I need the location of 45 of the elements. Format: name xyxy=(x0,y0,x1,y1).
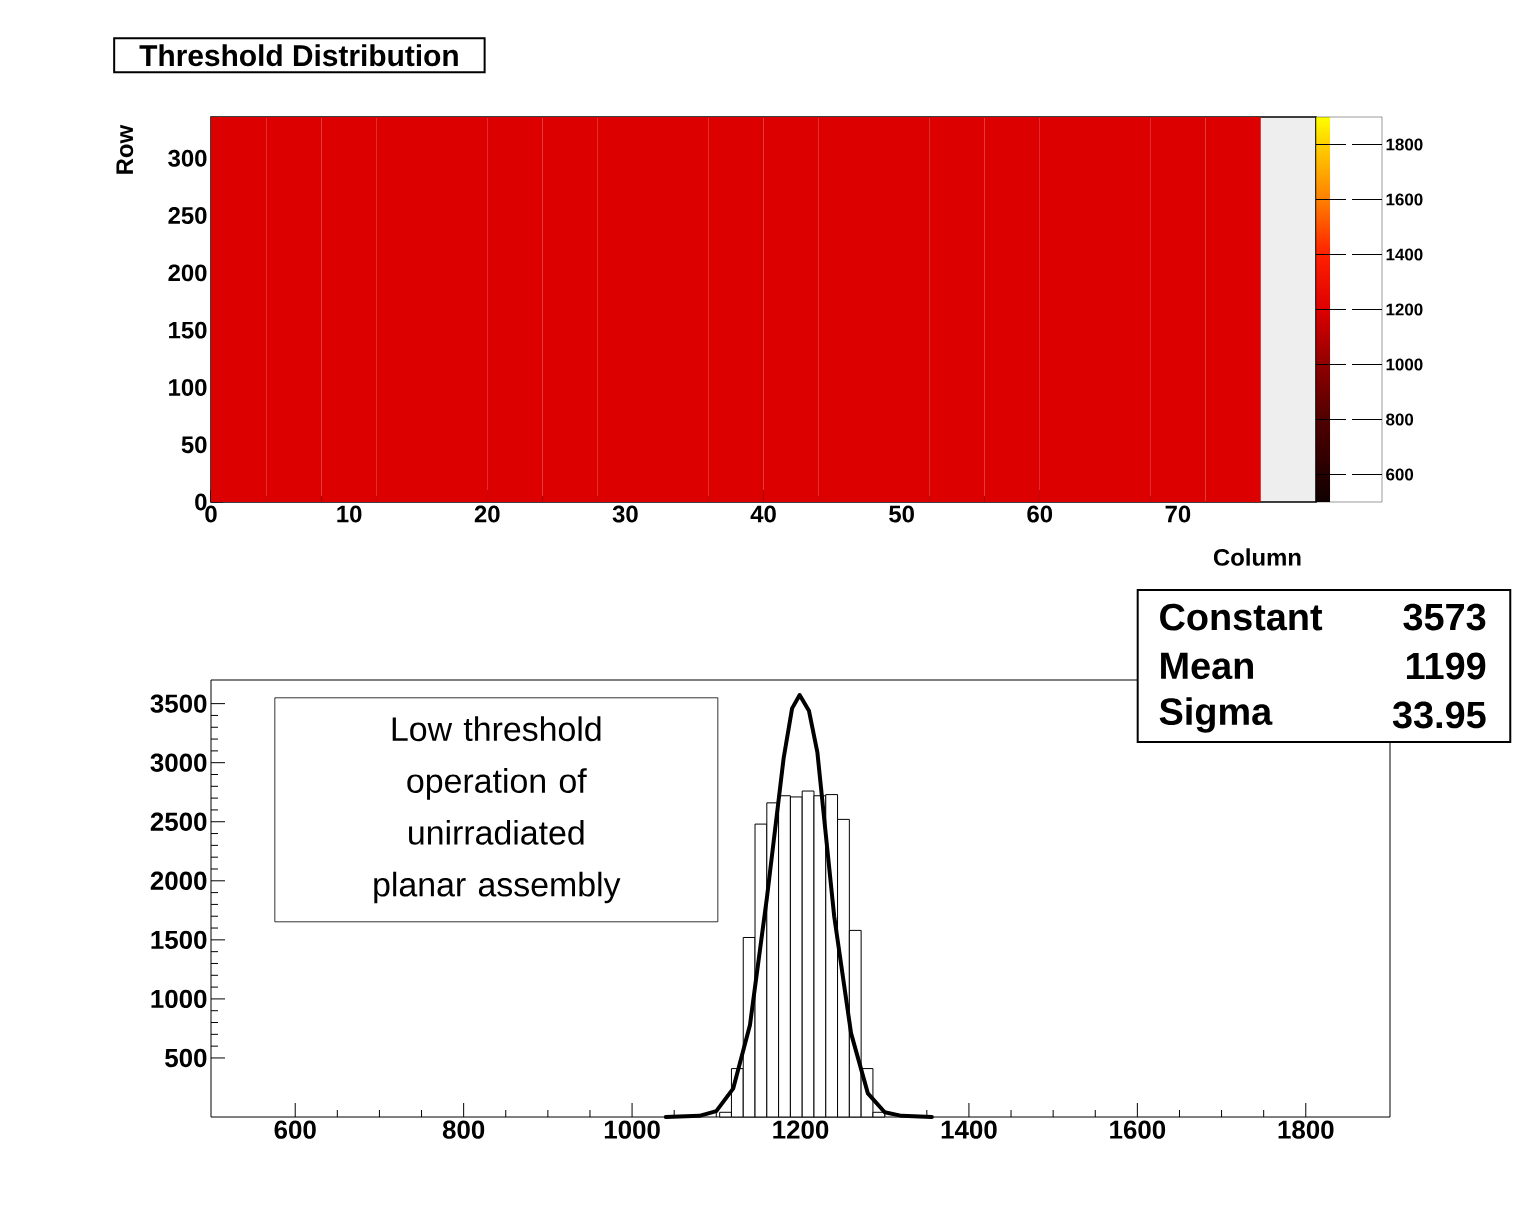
x-axis-title: Column xyxy=(1213,548,1301,566)
x-tick-label: 10 xyxy=(337,505,362,523)
y-tick-label: 3500 xyxy=(150,694,207,713)
annotation: Sigma xyxy=(1159,697,1273,733)
x-tick-label: 60 xyxy=(1027,505,1053,523)
x-tick-label: 40 xyxy=(750,505,776,523)
color-bar-label: 1600 xyxy=(1386,193,1423,206)
x-tick-label: 1000 xyxy=(604,1120,660,1139)
x-tick-label: 1400 xyxy=(941,1120,997,1139)
y-tick-label: 2500 xyxy=(150,812,207,831)
x-tick-label: 1800 xyxy=(1278,1120,1334,1139)
color-bar-label: 1000 xyxy=(1386,358,1423,371)
y-tick-label: 0 xyxy=(195,493,207,511)
annotation: Low threshold operation of unirradiated planar assembly xyxy=(374,716,621,904)
y-tick-label: 500 xyxy=(165,1048,207,1068)
y-tick-label: 150 xyxy=(169,321,207,339)
x-tick-label: 1200 xyxy=(773,1120,829,1139)
y-tick-label: 1000 xyxy=(151,989,207,1009)
x-tick-label: 1600 xyxy=(1110,1120,1166,1139)
color-bar-label: 800 xyxy=(1386,413,1414,426)
y-tick-label: 3000 xyxy=(150,753,207,772)
color-bar-label: 1400 xyxy=(1386,248,1423,261)
y-tick-label: 100 xyxy=(169,378,207,396)
chart-title: Threshold Distribution xyxy=(139,44,458,67)
text: Mean xyxy=(1161,652,1253,680)
text: 3573 xyxy=(1403,603,1486,631)
y-tick-label: 2000 xyxy=(150,871,207,890)
y-tick-label: 300 xyxy=(168,149,207,167)
text: 1199 xyxy=(1406,652,1486,680)
y-tick-label: 200 xyxy=(168,264,207,282)
color-bar-label: 1200 xyxy=(1386,303,1423,316)
text: Constant xyxy=(1160,603,1323,631)
x-tick-label: 800 xyxy=(442,1120,485,1139)
text: 33.95 xyxy=(1392,701,1486,729)
y-tick-label: 50 xyxy=(181,436,207,454)
y-tick-label: 1500 xyxy=(151,930,207,950)
x-tick-label: 20 xyxy=(474,505,500,523)
y-axis-title: Row xyxy=(116,124,134,174)
color-bar-label: 600 xyxy=(1386,468,1414,481)
y-tick-label: 250 xyxy=(168,207,207,225)
x-tick-label: 600 xyxy=(274,1120,316,1139)
color-bar-label: 1800 xyxy=(1386,138,1423,151)
x-tick-label: 50 xyxy=(889,505,914,523)
x-tick-label: 30 xyxy=(612,505,638,523)
x-tick-label: 70 xyxy=(1165,505,1191,523)
